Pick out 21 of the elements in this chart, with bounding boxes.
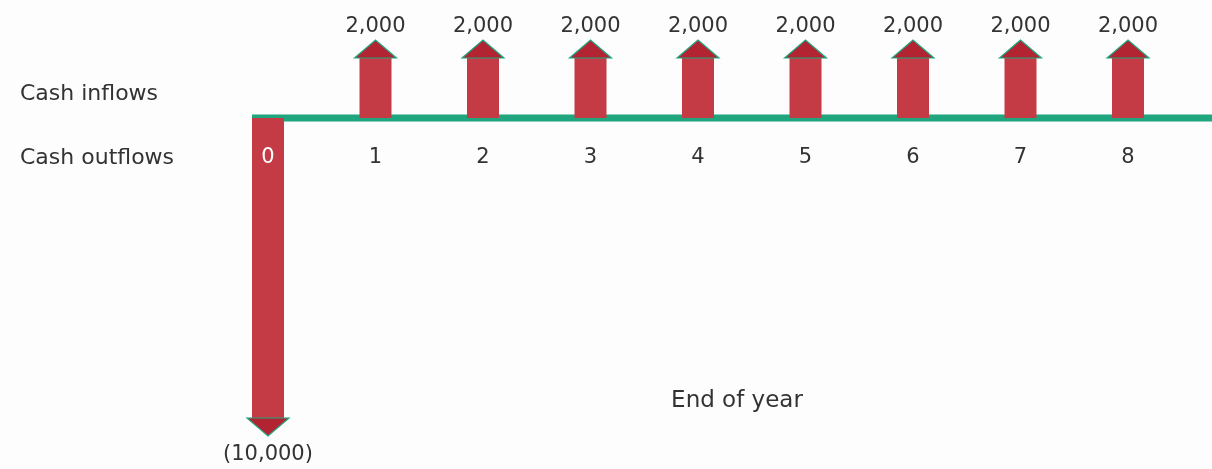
data-label: 2,000 — [452, 13, 514, 37]
x-tick-label: 5 — [798, 144, 813, 168]
text: Cash inflows — [20, 80, 159, 105]
data-label: 2,000 — [345, 13, 406, 37]
x-tick-label: 8 — [1121, 144, 1135, 168]
data-label: 2,000 — [882, 13, 944, 37]
data-label: 2,000 — [775, 13, 836, 37]
x-tick-label: 1 — [368, 144, 383, 168]
data-label: 2,000 — [560, 13, 621, 37]
x-axis-title: End of year — [671, 386, 804, 412]
data-label: 2,000 — [1097, 13, 1159, 37]
data-label: 2,000 — [990, 13, 1051, 37]
x-tick-label: 3 — [583, 144, 598, 168]
text: Cash outflows — [20, 144, 175, 169]
data-label: (10,000) — [223, 441, 313, 465]
x-tick-label: 6 — [906, 144, 920, 168]
data-label: 2,000 — [667, 13, 729, 37]
x-tick-label: 0 — [261, 144, 275, 168]
x-tick-label: 4 — [691, 144, 705, 168]
x-tick-label: 2 — [476, 144, 490, 168]
x-tick-label: 7 — [1013, 144, 1028, 168]
